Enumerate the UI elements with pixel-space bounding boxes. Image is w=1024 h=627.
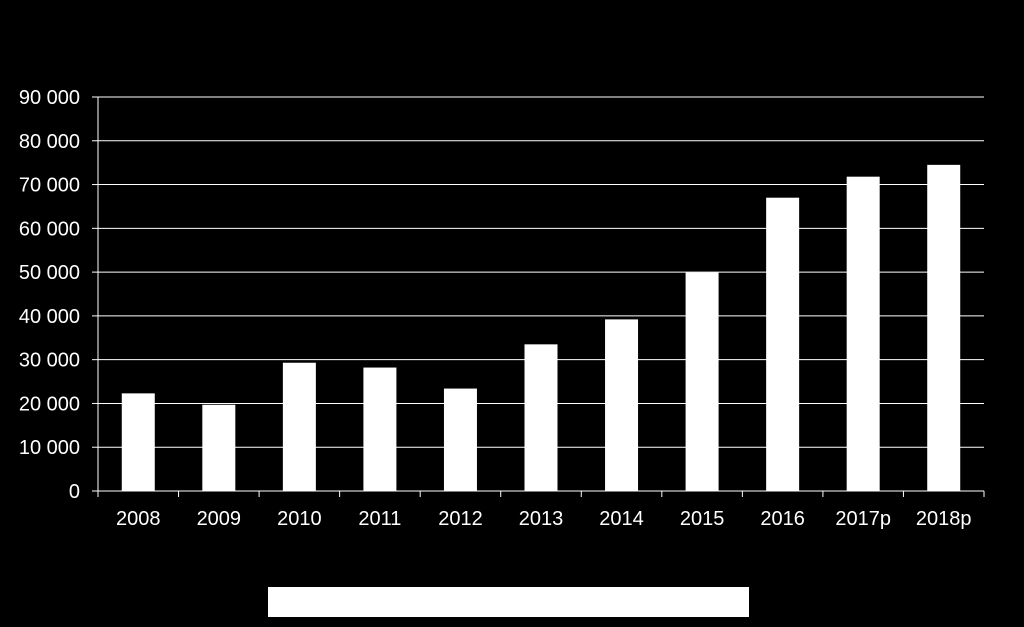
y-tick-label: 60 000: [19, 218, 80, 240]
bar-2016: [766, 197, 800, 491]
y-tick-label: 70 000: [19, 175, 80, 197]
legend-placeholder-box: [268, 587, 749, 617]
bar-2012: [443, 388, 477, 491]
bar-2010: [282, 362, 316, 491]
y-tick-labels: 0 10 000 20 000 30 000 40 000 50 000 60 000 70 …: [19, 87, 80, 503]
bar-2008: [121, 393, 155, 491]
y-tick-label: 90 000: [19, 87, 80, 109]
x-tick-label: 2010: [277, 508, 322, 530]
y-tick-label: 80 000: [19, 131, 80, 153]
y-tick-label: 20 000: [19, 393, 80, 415]
bar-2017p: [846, 176, 880, 492]
bars: [121, 164, 961, 492]
x-tick-label: 2009: [197, 508, 242, 530]
x-tick-label: 2016: [760, 508, 805, 530]
x-tick-label: 2014: [599, 508, 644, 530]
x-tick-labels: 2008 2009 2010 2011 2012 2013 2014 2015 2016 2017…: [116, 508, 972, 530]
bar-2014: [605, 319, 639, 491]
bar-2011: [363, 367, 397, 491]
x-tick-label: 2008: [116, 508, 161, 530]
bar-2015: [685, 272, 719, 491]
x-tick-label: 2012: [438, 508, 483, 530]
x-tick-label: 2018p: [916, 508, 972, 530]
gridlines: [98, 96, 984, 448]
x-tick-label: 2013: [519, 508, 564, 530]
axes: [92, 96, 985, 497]
x-tick-label: 2015: [680, 508, 725, 530]
x-tick-label: 2011: [358, 508, 401, 530]
bar-2013: [524, 344, 558, 491]
y-tick-label: 30 000: [19, 350, 80, 372]
y-tick-label: 0: [69, 481, 80, 503]
bar-2018p: [927, 164, 961, 491]
y-tick-label: 10 000: [19, 437, 80, 459]
y-tick-label: 40 000: [19, 306, 80, 328]
y-tick-label: 50 000: [19, 262, 80, 284]
x-tick-label: 2017p: [835, 508, 891, 530]
bar-2009: [202, 404, 236, 491]
